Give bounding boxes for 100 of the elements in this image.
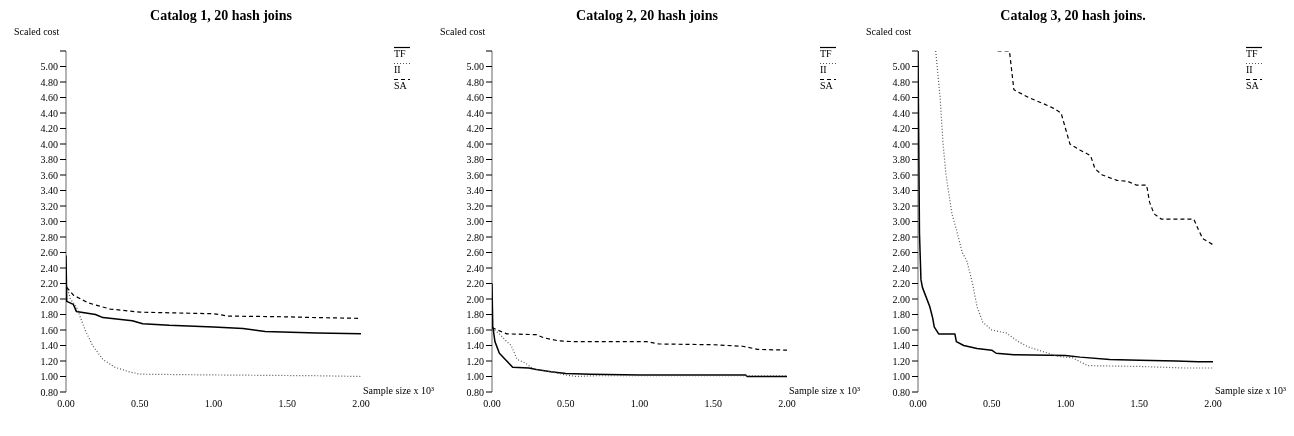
y-tick-label: 2.60 [40, 247, 58, 259]
y-tick-label: 2.40 [40, 262, 58, 274]
x-tick-label: 0.50 [557, 398, 575, 410]
y-tick-label: 4.20 [40, 123, 58, 135]
y-tick-label: 3.00 [40, 216, 58, 228]
y-tick-label: 2.00 [892, 293, 910, 305]
legend-label: TF [394, 48, 406, 59]
y-tick-label: 3.80 [466, 154, 484, 166]
y-tick-label: 1.40 [40, 340, 58, 352]
y-tick-label: 2.40 [892, 262, 910, 274]
x-tick-label: 1.50 [1130, 398, 1148, 410]
y-tick-label: 2.80 [892, 231, 910, 243]
y-tick-label: 1.60 [466, 324, 484, 336]
y-tick-label: 1.80 [466, 309, 484, 321]
y-tick-label: 3.40 [40, 185, 58, 197]
y-tick-label: 1.40 [892, 340, 910, 352]
x-tick-label: 1.00 [204, 398, 223, 410]
legend-label: II [1246, 64, 1253, 75]
y-tick-label: 2.40 [466, 262, 484, 274]
y-tick-label: 4.00 [892, 138, 910, 150]
y-tick-label: 1.00 [40, 371, 58, 383]
y-tick-label: 4.80 [892, 76, 910, 88]
x-tick-label: 1.50 [704, 398, 722, 410]
line-series [492, 327, 787, 378]
y-tick-label: 4.80 [466, 76, 484, 88]
x-axis-title: Sample size x 10³ [1215, 385, 1287, 396]
legend-label: SA [820, 80, 833, 91]
x-tick-label: 0.00 [909, 398, 927, 410]
x-tick-label: 0.00 [57, 398, 75, 410]
x-axis-title: Sample size x 10³ [789, 385, 861, 396]
x-tick-label: 1.50 [278, 398, 296, 410]
y-tick-label: 3.20 [40, 200, 58, 212]
y-tick-label: 4.60 [40, 92, 58, 104]
y-tick-label: 1.00 [892, 371, 910, 383]
y-tick-label: 0.80 [466, 386, 484, 398]
x-tick-label: 2.00 [778, 398, 796, 410]
y-tick-label: 3.20 [466, 200, 484, 212]
y-tick-label: 2.20 [40, 278, 58, 290]
y-tick-label: 1.60 [892, 324, 910, 336]
y-tick-label: 4.20 [466, 123, 484, 135]
y-tick-label: 1.00 [466, 371, 484, 383]
y-tick-label: 4.40 [892, 107, 910, 119]
x-tick-label: 0.50 [131, 398, 149, 410]
y-tick-label: 1.20 [40, 355, 58, 367]
x-axis-title: Sample size x 10³ [363, 385, 435, 396]
y-tick-label: 3.20 [892, 200, 910, 212]
y-tick-label: 0.80 [40, 386, 58, 398]
x-tick-label: 1.00 [630, 398, 649, 410]
y-tick-label: 4.20 [892, 123, 910, 135]
chart-title: Catalog 1, 20 hash joins [149, 8, 293, 25]
legend-label: II [820, 64, 827, 75]
legend-label: SA [1246, 80, 1259, 91]
x-tick-label: 0.00 [483, 398, 501, 410]
y-tick-label: 4.80 [40, 76, 58, 88]
y-tick-label: 3.80 [40, 154, 58, 166]
y-tick-label: 1.80 [892, 309, 910, 321]
y-tick-label: 1.60 [40, 324, 58, 336]
y-tick-label: 3.60 [892, 169, 910, 181]
y-tick-label: 5.00 [466, 61, 484, 73]
y-tick-label: 3.40 [466, 185, 484, 197]
y-tick-label: 3.00 [466, 216, 484, 228]
y-axis-title: Scaled cost [13, 26, 61, 39]
y-tick-label: 2.60 [466, 247, 484, 259]
y-tick-label: 4.40 [466, 107, 484, 119]
y-tick-label: 2.00 [40, 293, 58, 305]
x-tick-label: 1.00 [1056, 398, 1075, 410]
y-tick-label: 2.00 [466, 293, 484, 305]
chart-title: Catalog 2, 20 hash joins [575, 8, 719, 25]
x-tick-label: 2.00 [1204, 398, 1222, 410]
y-tick-label: 3.80 [892, 154, 910, 166]
y-tick-label: 2.80 [40, 231, 58, 243]
y-tick-label: 2.80 [466, 231, 484, 243]
line-series [997, 51, 1213, 246]
x-tick-label: 0.50 [983, 398, 1001, 410]
y-tick-label: 4.60 [892, 92, 910, 104]
y-tick-label: 4.00 [40, 138, 58, 150]
y-tick-label: 3.40 [892, 185, 910, 197]
y-axis-title: Scaled cost [865, 26, 913, 39]
y-tick-label: 1.20 [892, 355, 910, 367]
y-tick-label: 1.80 [40, 309, 58, 321]
legend-label: TF [1246, 48, 1258, 59]
y-tick-label: 2.60 [892, 247, 910, 259]
y-tick-label: 1.20 [466, 355, 484, 367]
x-tick-label: 2.00 [352, 398, 370, 410]
y-tick-label: 0.80 [892, 386, 910, 398]
y-tick-label: 5.00 [40, 61, 58, 73]
y-tick-label: 4.40 [40, 107, 58, 119]
legend-label: SA [394, 80, 407, 91]
y-tick-label: 3.60 [466, 169, 484, 181]
y-tick-label: 1.40 [466, 340, 484, 352]
y-tick-label: 3.00 [892, 216, 910, 228]
chart-title: Catalog 3, 20 hash joins. [999, 8, 1147, 25]
y-tick-label: 4.00 [466, 138, 484, 150]
y-tick-label: 2.20 [892, 278, 910, 290]
y-tick-label: 4.60 [466, 92, 484, 104]
y-tick-label: 3.60 [40, 169, 58, 181]
y-tick-label: 2.20 [466, 278, 484, 290]
y-tick-label: 5.00 [892, 61, 910, 73]
legend-label: II [394, 64, 401, 75]
y-axis-title: Scaled cost [439, 26, 487, 39]
